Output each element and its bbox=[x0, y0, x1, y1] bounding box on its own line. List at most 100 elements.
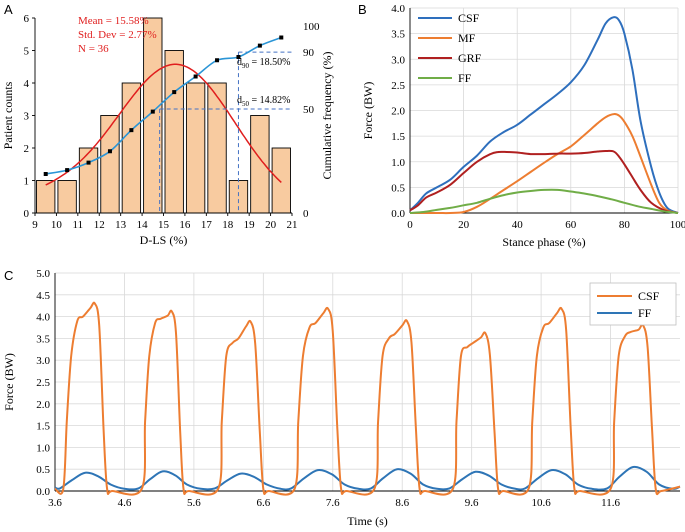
cumulative-point-2 bbox=[86, 160, 91, 165]
legend-label-c-csf: CSF bbox=[638, 289, 660, 303]
d50-subscript: 50 bbox=[242, 100, 250, 108]
y-tick-label-c: 0.0 bbox=[36, 486, 50, 498]
cumulative-point-11 bbox=[279, 35, 284, 40]
y-axis-label-b: Force (BW) bbox=[361, 82, 375, 140]
legend-label-mf: MF bbox=[458, 31, 476, 45]
x-axis-label-b: Stance phase (%) bbox=[502, 235, 585, 249]
y-tick-label-c: 3.5 bbox=[36, 333, 50, 345]
y-tick-label-a: 5 bbox=[24, 46, 30, 58]
x-tick-label-c: 3.6 bbox=[48, 497, 62, 509]
x-tick-label-a: 12 bbox=[94, 219, 105, 231]
d90-label: d90 = 18.50% bbox=[237, 57, 290, 70]
x-tick-label-c: 7.6 bbox=[326, 497, 340, 509]
x-tick-label-b: 80 bbox=[619, 219, 631, 231]
y-tick-label-c: 0.5 bbox=[36, 464, 50, 476]
x-tick-label-a: 18 bbox=[222, 219, 234, 231]
panel-label-c: C bbox=[4, 268, 13, 283]
panel-b-stance-forces: B 0 20 40 60 80 100 0.0 0.5 1.0 1.5 2.0 2.5 3.0 3.5 4.0… bbox=[358, 2, 685, 249]
y2-axis-label-a: Cumulative frequency (%) bbox=[320, 52, 334, 180]
normal-fit-curve bbox=[45, 63, 282, 186]
y-axis-label-a: Patient counts bbox=[1, 81, 15, 149]
cumulative-point-5 bbox=[150, 109, 155, 114]
x-tick-label-a: 14 bbox=[137, 219, 149, 231]
series-line-ff-c bbox=[54, 465, 681, 491]
cumulative-point-3 bbox=[107, 149, 112, 154]
y-tick-label-c: 5.0 bbox=[36, 268, 50, 280]
x-tick-label-c: 8.6 bbox=[395, 497, 409, 509]
y-tick-label-b: 1.0 bbox=[391, 157, 405, 169]
stats-line-2: N = 36 bbox=[78, 43, 109, 55]
y-tick-label-c: 1.0 bbox=[36, 442, 50, 454]
histogram-bar-0 bbox=[36, 180, 56, 214]
legend-label-csf: CSF bbox=[458, 11, 480, 25]
x-tick-label-b: 0 bbox=[407, 219, 413, 231]
histogram-bar-3 bbox=[100, 115, 120, 214]
y-tick-label-c: 2.0 bbox=[36, 399, 50, 411]
y-tick-label-b: 3.5 bbox=[391, 29, 405, 41]
x-tick-label-a: 20 bbox=[265, 219, 277, 231]
y-tick-label-b: 4.0 bbox=[391, 3, 405, 15]
y-tick-label-b: 0.5 bbox=[391, 182, 405, 194]
y-tick-label-b: 3.0 bbox=[391, 54, 405, 66]
x-tick-label-a: 21 bbox=[287, 219, 298, 231]
series-line-mf bbox=[410, 113, 679, 215]
series-line-ff bbox=[409, 188, 679, 214]
series-line-grf bbox=[409, 149, 679, 214]
histogram-bar-2 bbox=[78, 147, 99, 214]
d50-label: d50 = 14.82% bbox=[237, 95, 290, 108]
y2-tick-label-a: 100 bbox=[303, 21, 320, 33]
histogram-bar-11 bbox=[271, 147, 291, 214]
d90-value: = 18.50% bbox=[249, 57, 290, 68]
d50-value: = 14.82% bbox=[249, 95, 290, 106]
histogram-bar-6 bbox=[164, 50, 184, 214]
legend-box-c bbox=[589, 282, 677, 326]
y-tick-label-a: 2 bbox=[24, 143, 30, 155]
x-axis-label-a: D-LS (%) bbox=[140, 233, 188, 247]
histogram-bar-4 bbox=[121, 82, 142, 214]
x-tick-label-b: 100 bbox=[670, 219, 685, 231]
y-tick-label-c: 2.5 bbox=[36, 377, 50, 389]
x-tick-label-a: 10 bbox=[51, 219, 63, 231]
x-tick-label-c: 4.6 bbox=[118, 497, 132, 509]
x-tick-label-a: 19 bbox=[244, 219, 256, 231]
y-axis-label-c: Force (BW) bbox=[2, 353, 16, 411]
stats-line-0: Mean = 15.58% bbox=[78, 15, 149, 27]
x-tick-label-a: 17 bbox=[201, 219, 213, 231]
panel-c-time-forces: C 3.6 4.6 5.6 6.6 7.6 8.6 9.6 10.6 11.6 0.0 0.5 1.0 1… bbox=[2, 268, 681, 528]
x-tick-label-c: 10.6 bbox=[531, 497, 551, 509]
y-tick-label-c: 3.0 bbox=[36, 355, 50, 367]
y-tick-label-a: 1 bbox=[24, 176, 30, 188]
stats-line-1: Std. Dev = 2.77% bbox=[78, 29, 157, 41]
y2-tick-label-a: 90 bbox=[303, 47, 315, 59]
y-tick-label-a: 3 bbox=[24, 111, 30, 123]
y-tick-label-a: 6 bbox=[24, 13, 30, 25]
legend-label-grf: GRF bbox=[458, 51, 482, 65]
histogram-bar-8 bbox=[207, 82, 227, 214]
x-tick-label-c: 11.6 bbox=[601, 497, 620, 509]
cumulative-point-1 bbox=[65, 168, 70, 173]
y-tick-label-a: 0 bbox=[24, 208, 30, 220]
y2-tick-label-a: 50 bbox=[303, 104, 315, 116]
x-tick-label-a: 9 bbox=[32, 219, 38, 231]
histogram-bar-1 bbox=[57, 180, 77, 214]
y-tick-label-c: 1.5 bbox=[36, 421, 50, 433]
x-tick-label-b: 20 bbox=[458, 219, 470, 231]
cumulative-point-4 bbox=[129, 128, 134, 133]
x-tick-label-a: 13 bbox=[115, 219, 127, 231]
cumulative-point-0 bbox=[43, 172, 48, 176]
cumulative-point-8 bbox=[215, 58, 220, 63]
y2-tick-label-a: 0 bbox=[303, 208, 309, 220]
histogram-bar-10 bbox=[250, 115, 270, 214]
y-tick-label-b: 0.0 bbox=[391, 208, 405, 220]
cumulative-point-7 bbox=[193, 74, 198, 79]
panel-label-b: B bbox=[358, 2, 367, 17]
x-tick-label-a: 16 bbox=[179, 219, 191, 231]
x-tick-label-c: 6.6 bbox=[256, 497, 270, 509]
histogram-bar-7 bbox=[185, 82, 206, 214]
y-tick-label-a: 4 bbox=[24, 78, 30, 90]
d90-subscript: 90 bbox=[242, 62, 250, 70]
series-line-csf-c bbox=[54, 301, 681, 496]
panel-label-a: A bbox=[4, 2, 13, 17]
